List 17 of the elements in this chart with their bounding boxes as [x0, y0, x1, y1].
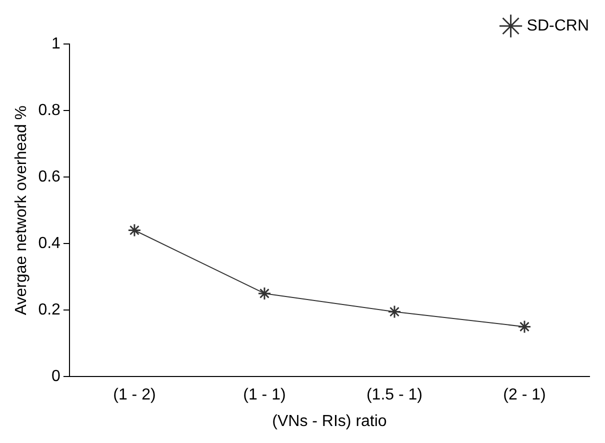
point: [258, 286, 272, 300]
y-tick-label: 0.8: [38, 102, 61, 119]
point: [128, 224, 142, 238]
x-axis-title: (VNs - RIs) ratio: [272, 412, 387, 430]
x-tick-label: (1 - 1): [243, 386, 286, 404]
y-tick-label: 0.4: [38, 234, 61, 252]
x-tick-label: (1.5 - 1): [366, 386, 422, 404]
x-tick-label: (1 - 2): [113, 386, 156, 404]
y-axis-title: Avergae network overhead %: [13, 105, 30, 316]
y-tick-label: 0.2: [38, 301, 61, 318]
point: [388, 304, 402, 318]
y-tick-label: 1: [52, 35, 61, 52]
point: [518, 320, 532, 334]
x-tick-label: (2 - 1): [503, 386, 546, 404]
y-tick-label: 0: [52, 368, 61, 386]
legend-label: SD-CRN: [526, 17, 589, 34]
y-tick-label: 0.6: [38, 168, 61, 186]
